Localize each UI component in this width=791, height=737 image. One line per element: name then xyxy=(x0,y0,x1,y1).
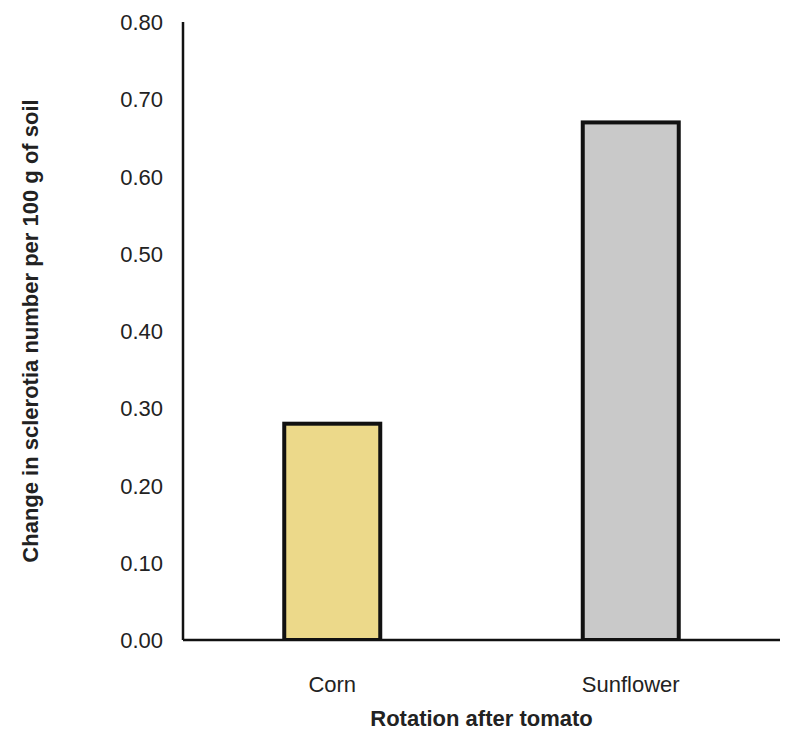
x-axis-title: Rotation after tomato xyxy=(370,706,592,731)
y-tick-label: 0.80 xyxy=(120,10,163,35)
y-tick-label: 0.50 xyxy=(120,242,163,267)
x-tick-label: Corn xyxy=(308,672,356,697)
y-tick-label: 0.20 xyxy=(120,474,163,499)
y-tick-label: 0.30 xyxy=(120,396,163,421)
y-axis xyxy=(182,22,185,640)
x-axis xyxy=(183,639,780,642)
bar xyxy=(284,424,380,640)
y-tick-label: 0.60 xyxy=(120,165,163,190)
y-axis-title: Change in sclerotia number per 100 g of … xyxy=(18,99,43,562)
page: {"chart_data": {"type": "bar", "x_label"… xyxy=(0,0,791,737)
chart: 0.00 0.10 0.20 0.30 0.40 0.50 0.60 0.70 0.80 Corn… xyxy=(0,0,791,737)
bars xyxy=(284,122,679,640)
bar xyxy=(583,122,679,640)
y-axis-title-line: Change in sclerotia number per 100 g of … xyxy=(18,99,43,562)
y-tick-label: 0.00 xyxy=(120,628,163,653)
y-tick-label: 0.10 xyxy=(120,551,163,576)
y-tick-label: 0.70 xyxy=(120,87,163,112)
x-tick-label: Sunflower xyxy=(582,672,680,697)
y-tick-label: 0.40 xyxy=(120,319,163,344)
